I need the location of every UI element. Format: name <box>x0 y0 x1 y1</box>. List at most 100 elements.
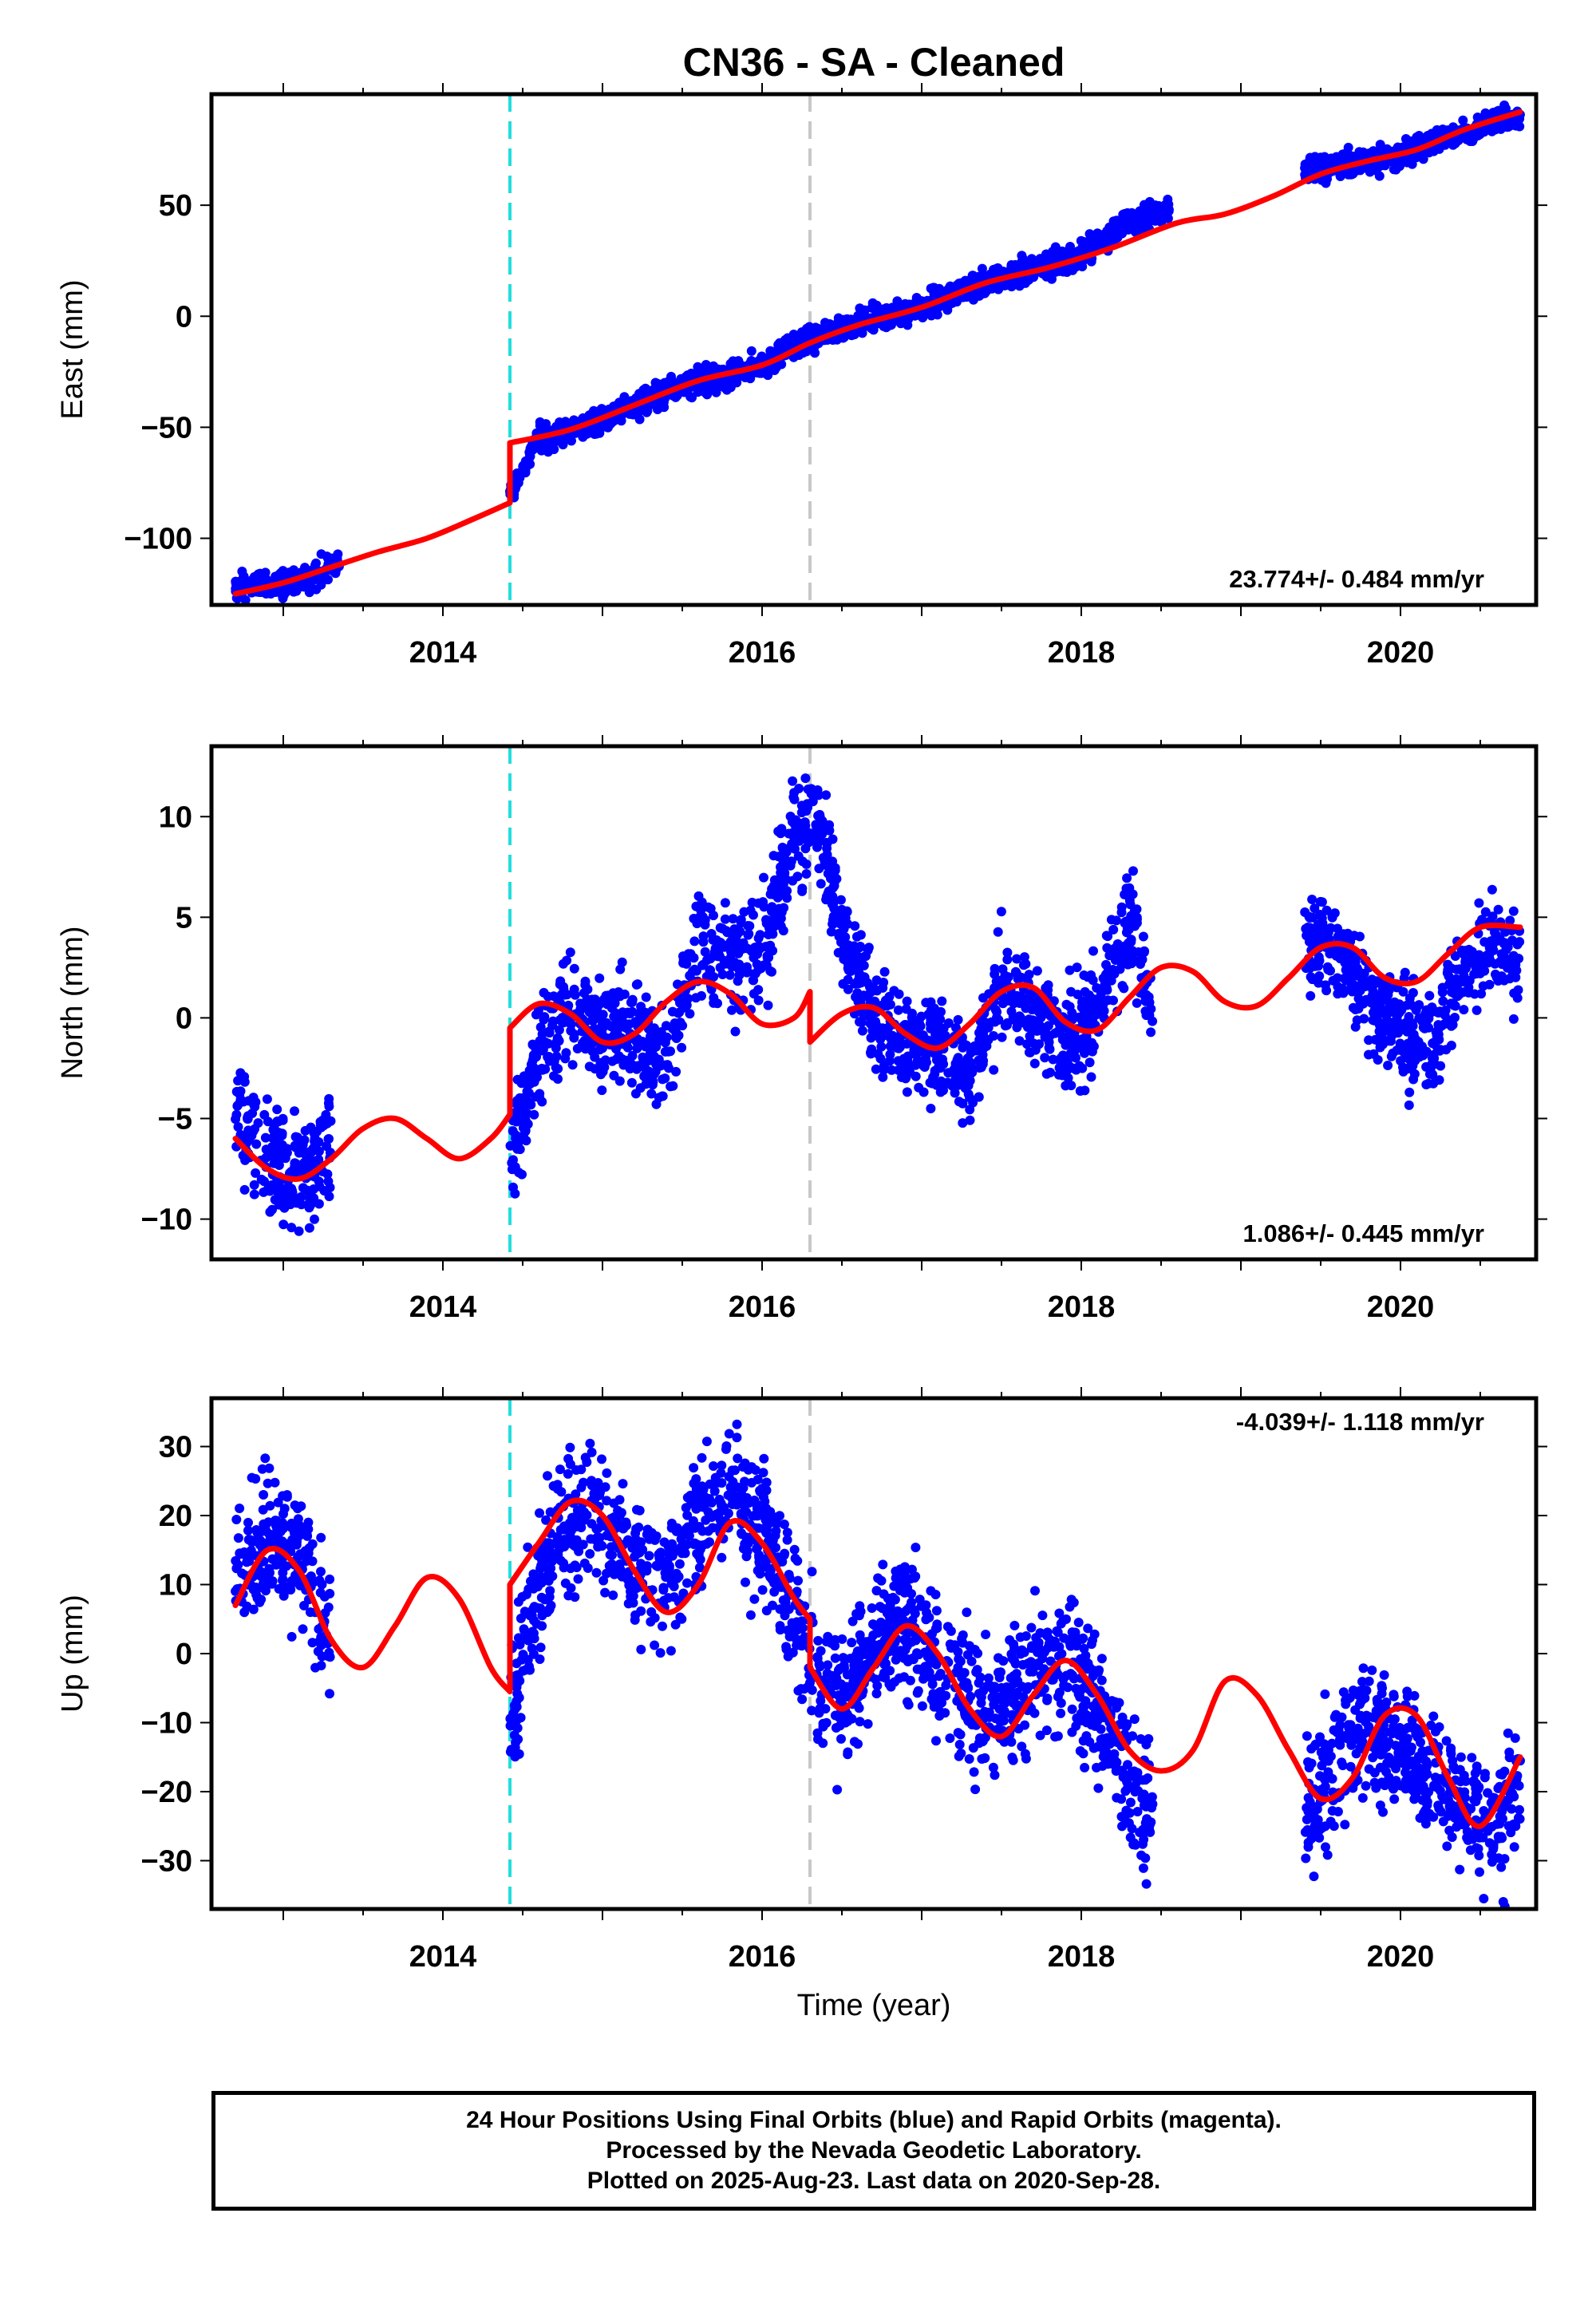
data-point <box>282 1490 292 1500</box>
data-point <box>1404 1100 1414 1110</box>
data-point <box>1105 225 1116 235</box>
data-point <box>314 1137 324 1147</box>
data-point <box>303 1517 314 1528</box>
data-point <box>260 1453 271 1464</box>
data-point <box>315 1587 326 1598</box>
data-point <box>1373 1009 1384 1019</box>
data-point <box>572 1044 583 1053</box>
data-point <box>288 1519 298 1529</box>
x-tick-label: 2014 <box>409 1290 477 1324</box>
data-point <box>1073 990 1083 1000</box>
data-points-segment-3 <box>1300 100 1525 188</box>
data-point <box>940 1030 950 1041</box>
data-point <box>1381 1010 1392 1021</box>
data-point <box>294 1148 304 1158</box>
data-point <box>286 1223 297 1233</box>
data-point <box>745 372 756 382</box>
data-point <box>313 1646 323 1657</box>
data-point <box>1370 978 1381 989</box>
data-point <box>1314 961 1323 971</box>
data-point <box>1348 168 1358 179</box>
data-point <box>1100 970 1111 980</box>
data-point <box>1017 251 1027 261</box>
data-point <box>1400 1049 1410 1059</box>
data-point <box>1450 1001 1460 1011</box>
data-point <box>632 1043 642 1053</box>
data-point <box>771 883 781 894</box>
data-point <box>919 1054 930 1065</box>
velocity-rate-label: 1.086+/- 0.445 mm/yr <box>1243 1219 1484 1247</box>
data-point <box>683 953 693 962</box>
chart-title: CN36 - SA - Cleaned <box>683 40 1065 85</box>
data-point <box>938 1059 949 1069</box>
data-point <box>635 1012 646 1022</box>
y-tick-label: 0 <box>176 300 192 334</box>
data-point <box>558 958 568 969</box>
data-point <box>1377 1022 1388 1033</box>
data-point <box>627 997 638 1007</box>
data-point <box>1050 1028 1060 1038</box>
data-point <box>950 1063 960 1073</box>
data-point <box>302 1151 312 1161</box>
data-point <box>914 1082 924 1093</box>
data-point <box>233 1122 243 1132</box>
data-point <box>1459 1005 1469 1015</box>
data-point <box>851 992 861 1002</box>
data-point <box>1404 1087 1415 1097</box>
data-point <box>877 305 887 314</box>
data-point <box>663 1046 674 1057</box>
data-point <box>1391 164 1401 175</box>
data-point <box>806 784 816 794</box>
data-point <box>1402 1017 1412 1027</box>
data-point <box>1119 983 1129 994</box>
data-point <box>746 346 757 356</box>
data-point <box>691 901 701 911</box>
data-point <box>1432 1045 1443 1054</box>
data-point <box>1112 953 1122 963</box>
data-point <box>544 1028 555 1038</box>
data-point <box>304 1197 314 1207</box>
data-point <box>801 869 812 879</box>
data-point <box>1364 1049 1373 1060</box>
data-point <box>505 1140 516 1151</box>
data-point <box>1314 954 1324 964</box>
data-point <box>1001 973 1012 983</box>
data-point <box>826 927 836 937</box>
data-point <box>249 1180 259 1190</box>
data-point <box>631 1037 642 1047</box>
data-point <box>263 1579 274 1589</box>
data-point <box>942 305 953 315</box>
data-point <box>1014 1036 1025 1046</box>
data-point <box>1066 1081 1077 1091</box>
data-point <box>314 1146 324 1156</box>
data-point <box>821 837 832 848</box>
data-point <box>559 984 569 994</box>
data-point <box>1029 1024 1039 1034</box>
data-point <box>278 1113 288 1124</box>
data-point <box>926 1104 936 1113</box>
data-point <box>894 1043 904 1053</box>
data-point <box>1085 1010 1096 1020</box>
data-point <box>1424 1069 1435 1079</box>
data-point <box>1342 947 1353 958</box>
data-point <box>847 330 857 341</box>
data-point <box>563 1000 574 1010</box>
data-point <box>996 907 1006 917</box>
data-point <box>1487 124 1498 135</box>
data-point <box>1487 884 1497 895</box>
data-point <box>749 969 760 979</box>
data-point <box>849 941 859 951</box>
data-point <box>745 905 756 915</box>
data-point <box>531 1052 541 1062</box>
data-point <box>319 1186 330 1196</box>
data-point <box>300 1125 310 1136</box>
data-point <box>753 995 764 1006</box>
data-point <box>302 1159 313 1169</box>
data-point <box>930 1065 940 1076</box>
y-tick-label: −50 <box>141 411 192 445</box>
data-point <box>1514 954 1524 964</box>
data-point <box>612 1012 622 1022</box>
data-point <box>826 873 836 883</box>
data-point <box>1381 1036 1391 1045</box>
